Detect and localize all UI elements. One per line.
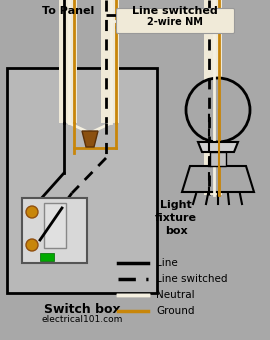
Text: Line: Line <box>156 258 178 268</box>
Text: electrical101.com: electrical101.com <box>41 315 123 324</box>
Polygon shape <box>182 166 254 192</box>
Text: Line switched: Line switched <box>132 6 218 16</box>
Text: Neutral: Neutral <box>156 290 195 300</box>
Circle shape <box>26 206 38 218</box>
Text: Line switched: Line switched <box>156 274 228 284</box>
Bar <box>59 0 77 123</box>
Bar <box>44 203 66 248</box>
Text: Switch box: Switch box <box>44 303 120 316</box>
Circle shape <box>26 239 38 251</box>
Bar <box>110 10 222 32</box>
Bar <box>101 0 119 123</box>
Text: Ground: Ground <box>156 306 194 316</box>
Bar <box>210 152 226 166</box>
Bar <box>22 198 87 263</box>
Text: 2-wire NM: 2-wire NM <box>147 17 203 27</box>
Bar <box>7 68 157 293</box>
Circle shape <box>186 78 250 142</box>
FancyBboxPatch shape <box>116 8 235 34</box>
Polygon shape <box>198 142 238 152</box>
Text: Light
fixture
box: Light fixture box <box>155 200 197 236</box>
Text: To Panel: To Panel <box>42 6 94 16</box>
Bar <box>40 253 54 261</box>
Bar <box>204 0 222 195</box>
Polygon shape <box>82 131 98 147</box>
